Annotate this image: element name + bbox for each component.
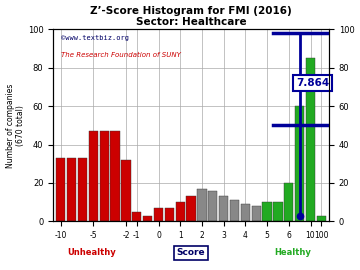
Bar <box>262 202 272 221</box>
Y-axis label: Number of companies
(670 total): Number of companies (670 total) <box>5 83 25 168</box>
Bar <box>111 131 120 221</box>
Text: Unhealthy: Unhealthy <box>67 248 116 257</box>
Bar <box>186 197 196 221</box>
Bar <box>121 160 131 221</box>
Bar <box>295 106 304 221</box>
Bar <box>317 216 326 221</box>
Bar <box>56 158 66 221</box>
Text: 7.864: 7.864 <box>296 78 329 88</box>
Bar <box>89 131 98 221</box>
Bar <box>197 189 207 221</box>
Bar <box>100 131 109 221</box>
Bar <box>252 206 261 221</box>
Bar <box>154 208 163 221</box>
Bar <box>284 183 293 221</box>
Bar <box>230 200 239 221</box>
Text: The Research Foundation of SUNY: The Research Foundation of SUNY <box>62 52 181 58</box>
Bar <box>132 212 141 221</box>
Bar <box>306 58 315 221</box>
Text: ©www.textbiz.org: ©www.textbiz.org <box>62 35 130 41</box>
Bar <box>208 191 217 221</box>
Bar <box>241 204 250 221</box>
Text: Healthy: Healthy <box>275 248 311 257</box>
Bar <box>143 216 152 221</box>
Title: Z’-Score Histogram for FMI (2016)
Sector: Healthcare: Z’-Score Histogram for FMI (2016) Sector… <box>90 6 292 27</box>
Bar <box>273 202 283 221</box>
Text: Score: Score <box>177 248 206 257</box>
Bar <box>78 158 87 221</box>
Bar <box>67 158 76 221</box>
Bar <box>176 202 185 221</box>
Bar <box>165 208 174 221</box>
Bar <box>219 197 228 221</box>
